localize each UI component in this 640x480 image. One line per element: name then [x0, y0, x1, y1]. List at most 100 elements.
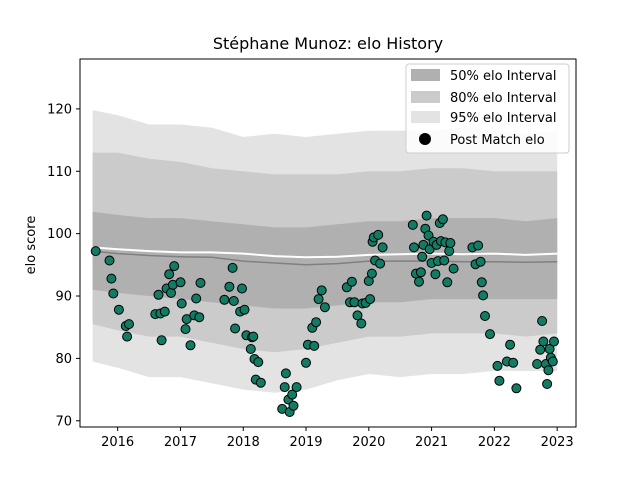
- data-point: [473, 240, 484, 251]
- chart-title: Stéphane Munoz: elo History: [213, 34, 443, 53]
- data-point: [301, 357, 311, 368]
- data-point: [245, 344, 256, 354]
- data-point: [414, 276, 424, 287]
- data-point: [475, 256, 486, 267]
- data-point: [366, 268, 377, 279]
- data-point: [280, 368, 291, 379]
- data-point: [153, 289, 164, 300]
- data-point: [437, 214, 448, 225]
- data-point: [492, 360, 503, 371]
- data-point: [444, 246, 455, 257]
- data-point: [164, 269, 175, 280]
- y-tick-label: 80: [55, 352, 72, 367]
- mean-elo-line: [92, 246, 558, 259]
- data-point: [169, 261, 180, 272]
- data-point: [255, 377, 266, 388]
- data-point: [375, 258, 386, 269]
- data-point: [538, 336, 549, 347]
- data-point: [156, 335, 167, 346]
- x-axis: 2016 2017 2018 2019 2020 2021 2022 2023: [101, 427, 574, 450]
- data-point: [505, 339, 516, 350]
- data-point: [478, 290, 489, 301]
- data-point: [542, 379, 553, 389]
- data-point: [365, 294, 376, 305]
- data-point: [175, 277, 186, 288]
- legend: 50% elo Interval 80% elo Interval 95% el…: [405, 63, 570, 154]
- data-point: [219, 294, 230, 305]
- data-point: [122, 331, 133, 342]
- y-axis-title: elo score: [24, 216, 39, 275]
- data-point: [237, 283, 247, 294]
- data-point: [194, 312, 205, 323]
- interval-50-band: [92, 211, 558, 309]
- x-tick-label: 2016: [101, 435, 134, 450]
- y-axis: 70 80 90 100 110 120: [47, 102, 80, 429]
- data-point: [349, 297, 360, 308]
- x-tick-label: 2022: [478, 435, 511, 450]
- data-point: [373, 229, 384, 240]
- x-tick-label: 2023: [541, 435, 574, 450]
- data-point: [352, 310, 363, 321]
- data-point: [543, 365, 554, 376]
- y-tick-label: 70: [55, 414, 72, 429]
- data-point: [287, 389, 298, 400]
- data-point: [309, 340, 320, 351]
- legend-marker-post-match: [419, 133, 431, 145]
- legend-label-post-match: Post Match elo: [450, 133, 545, 148]
- data-point: [439, 255, 450, 266]
- plot-frame: [79, 58, 577, 428]
- data-point: [176, 298, 187, 309]
- data-point: [445, 238, 456, 248]
- y-tick-label: 110: [47, 165, 72, 180]
- legend-box: [405, 63, 570, 154]
- data-point: [535, 344, 546, 355]
- data-point: [421, 210, 432, 221]
- legend-label-80: 80% elo Interval: [450, 91, 557, 106]
- data-point: [417, 251, 428, 262]
- data-point: [159, 306, 170, 317]
- data-point: [415, 267, 426, 278]
- data-point: [313, 294, 324, 305]
- data-point: [508, 357, 519, 368]
- data-point: [494, 375, 505, 386]
- data-point: [106, 273, 117, 284]
- data-point: [430, 269, 441, 280]
- legend-swatch-95: [411, 111, 440, 123]
- data-point: [279, 382, 290, 393]
- data-point: [227, 262, 238, 273]
- data-point: [480, 311, 490, 321]
- data-point: [316, 285, 327, 296]
- data-point: [239, 304, 250, 315]
- data-point: [108, 288, 119, 299]
- data-point: [549, 336, 559, 347]
- data-point: [166, 287, 176, 298]
- data-point: [319, 302, 330, 313]
- data-point: [248, 331, 259, 342]
- data-point: [288, 400, 299, 411]
- data-point: [448, 263, 459, 274]
- data-point: [442, 277, 453, 288]
- data-point: [104, 255, 115, 266]
- legend-label-50: 50% elo Interval: [450, 69, 557, 84]
- data-point: [180, 324, 191, 335]
- data-point: [228, 296, 239, 306]
- data-point: [407, 219, 418, 230]
- data-point: [195, 277, 206, 288]
- data-point: [90, 246, 101, 257]
- data-point: [409, 242, 419, 253]
- data-point: [537, 316, 548, 326]
- data-point: [291, 382, 302, 393]
- data-point: [124, 319, 134, 330]
- data-point: [547, 356, 558, 367]
- data-point: [356, 318, 367, 329]
- data-point: [511, 383, 522, 394]
- data-point: [191, 293, 202, 304]
- post-match-elo-points: [90, 210, 559, 417]
- data-point: [311, 317, 322, 328]
- y-tick-label: 120: [47, 102, 72, 117]
- x-tick-label: 2021: [415, 435, 448, 450]
- x-tick-label: 2018: [227, 435, 260, 450]
- data-point: [476, 277, 487, 288]
- x-tick-label: 2020: [352, 435, 385, 450]
- data-point: [230, 323, 241, 334]
